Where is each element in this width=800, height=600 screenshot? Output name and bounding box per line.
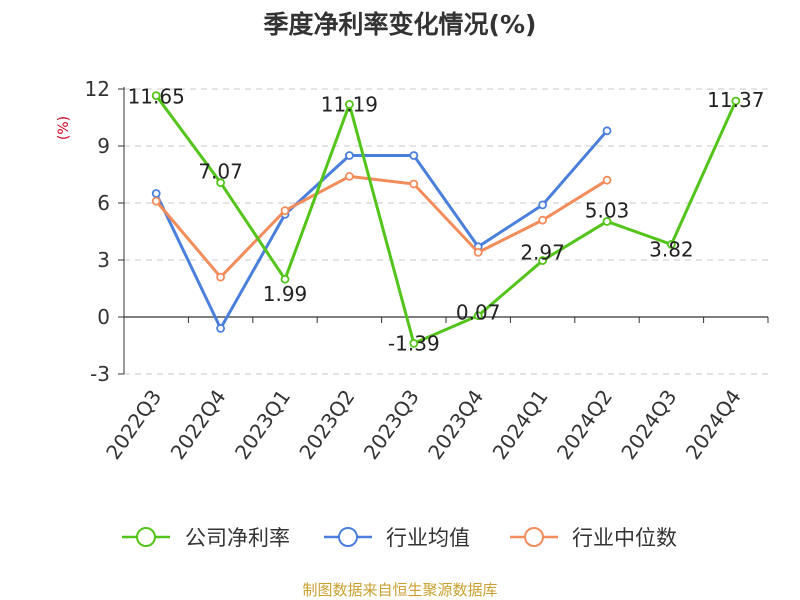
data-point (151, 189, 161, 198)
data-label: 1.99 (263, 282, 308, 306)
data-point (731, 96, 741, 106)
data-point (538, 256, 547, 265)
data-point (538, 215, 547, 225)
data-point (344, 171, 354, 181)
data-point (344, 151, 354, 160)
x-tick-label: 2023Q3 (359, 385, 424, 464)
data-labels: 11.65 7.07 1.99 11.19 -1.39 0.07 2.97 5.03 3.82 1… (128, 85, 765, 356)
legend-label: 行业中位数 (572, 526, 677, 550)
y-tick-label: 6 (97, 191, 110, 215)
data-point (280, 274, 290, 284)
data-label: 11.19 (321, 92, 378, 116)
series-line-1 (154, 129, 609, 330)
data-point (151, 91, 161, 101)
data-point (602, 217, 612, 226)
x-tick-label: 2023Q4 (423, 385, 488, 464)
legend-marker (136, 527, 156, 547)
y-tick-label: 0 (97, 305, 110, 329)
chart-title: 季度净利率变化情况(%) (264, 10, 537, 39)
data-label: 5.03 (585, 198, 630, 222)
data-label: 11.37 (707, 88, 764, 112)
data-point (538, 200, 547, 210)
data-label: 3.82 (649, 237, 694, 261)
x-tick-label: 2022Q4 (166, 385, 231, 464)
x-tick-label: 2024Q1 (488, 385, 553, 464)
data-point (151, 196, 161, 206)
data-label: 7.07 (198, 160, 243, 184)
x-tick-label: 2024Q4 (681, 385, 746, 464)
y-tick-label: -3 (90, 362, 110, 386)
data-point (344, 99, 354, 109)
data-label: 2.97 (520, 241, 565, 265)
data-point (473, 311, 483, 321)
data-point (409, 151, 419, 160)
data-point (280, 206, 290, 216)
data-point (667, 240, 676, 249)
legend-marker (338, 527, 358, 547)
data-point (473, 247, 483, 257)
data-label: 11.65 (128, 85, 185, 109)
series-line-2 (155, 174, 608, 279)
data-point (602, 126, 612, 136)
x-tick-label: 2024Q2 (552, 385, 617, 464)
y-tick-label: 9 (97, 134, 110, 158)
x-tick-label: 2023Q1 (230, 385, 295, 464)
legend-marker (524, 527, 544, 547)
data-point (409, 179, 419, 189)
source-note: 制图数据来自恒生聚源数据库 (302, 581, 497, 599)
data-point (216, 178, 226, 188)
data-point (216, 323, 226, 333)
data-label: 0.07 (456, 301, 501, 325)
x-tick-label: 2022Q3 (101, 385, 166, 464)
y-axis-label: (%) (56, 116, 72, 140)
legend-label: 行业均值 (386, 526, 470, 550)
data-point (602, 175, 612, 185)
y-tick-label: 12 (85, 77, 110, 101)
legend: 公司净利率 行业均值 行业中位数 (122, 526, 677, 550)
x-tick-label: 2024Q3 (616, 385, 681, 464)
series-layer (151, 91, 741, 348)
data-label: -1.39 (388, 331, 440, 355)
data-point (216, 272, 226, 282)
legend-label: 公司净利率 (185, 526, 290, 550)
y-tick-label: 3 (97, 248, 110, 272)
series-line-0 (154, 94, 738, 345)
data-point (409, 339, 419, 348)
x-tick-label: 2023Q2 (294, 385, 359, 464)
